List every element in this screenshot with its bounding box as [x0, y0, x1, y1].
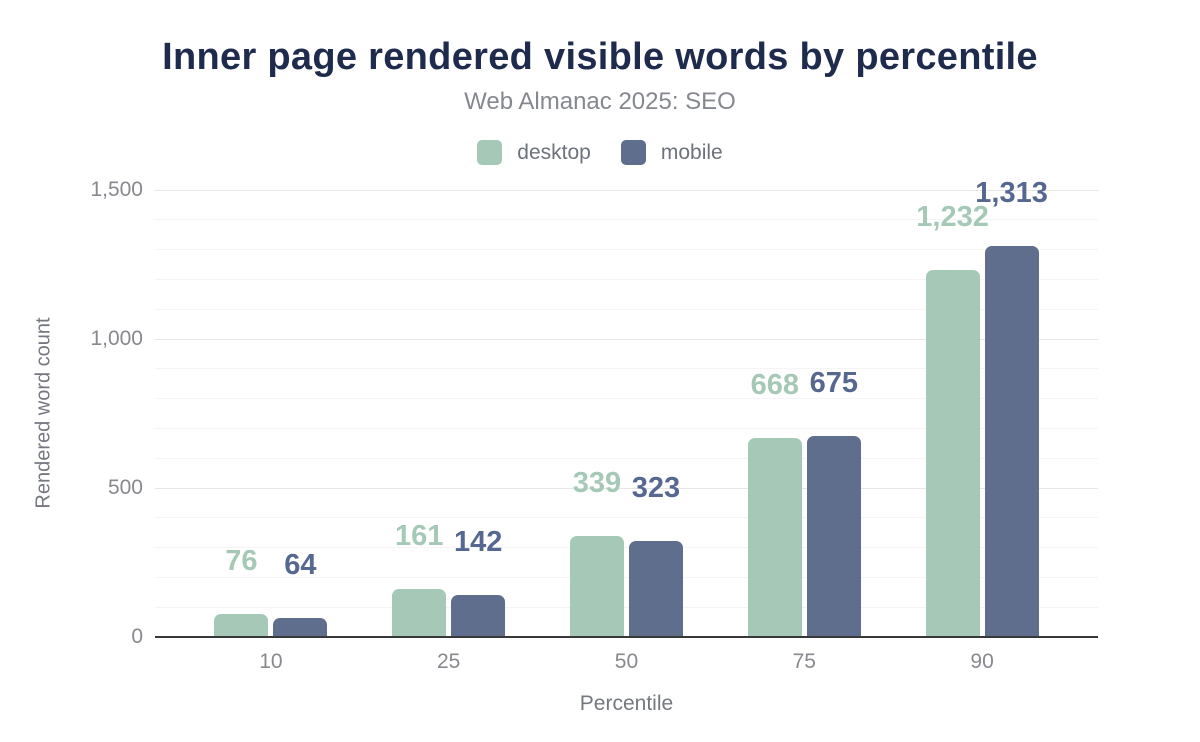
bar-mobile-p90: 1,313 — [975, 177, 1048, 637]
minor-gridline — [155, 606, 1098, 608]
minor-gridline — [155, 457, 1098, 459]
bar-rect-desktop — [214, 614, 269, 637]
x-axis-tick-label: 25 — [437, 650, 461, 673]
bar-value-label-mobile: 323 — [631, 471, 681, 504]
bar-rect-mobile — [984, 245, 1039, 637]
x-axis-title: Percentile — [579, 692, 674, 715]
bar-group-p25: 161 142 25 — [360, 190, 538, 673]
bar-value-label-mobile: 142 — [453, 525, 503, 558]
x-axis-tick-label: 75 — [792, 650, 816, 673]
bar-value-label-desktop: 76 — [225, 545, 258, 578]
chart-subtitle: Web Almanac 2025: SEO — [464, 88, 736, 115]
bar-desktop-p10: 76 — [214, 545, 269, 637]
bar-rect-desktop — [925, 269, 980, 637]
bar-group-p50: 339 323 50 — [538, 190, 716, 673]
y-axis-labels: 0 500 1,000 1,500 — [0, 178, 143, 648]
legend: desktop mobile — [0, 140, 1200, 165]
bar-rect-mobile — [628, 540, 683, 637]
y-axis-tick-label: 500 — [107, 476, 143, 499]
minor-gridline — [155, 398, 1098, 400]
bar-desktop-p75: 668 — [747, 369, 802, 637]
bar-value-label-desktop: 1,232 — [916, 200, 989, 233]
major-gridline — [155, 189, 1098, 191]
x-axis-line — [155, 635, 1098, 638]
legend-item-mobile: mobile — [620, 140, 723, 165]
legend-swatch-desktop — [477, 140, 503, 165]
bar-rect-desktop — [747, 437, 802, 637]
bar-value-label-mobile: 64 — [284, 548, 317, 581]
minor-gridline — [155, 427, 1098, 429]
bar-mobile-p10: 64 — [273, 549, 328, 637]
y-axis-tick-label: 0 — [131, 625, 143, 648]
bar-groups: 76 64 10 161 142 25 339 323 50 668 675 75 1,232 1,313… — [155, 177, 1098, 673]
y-axis-tick-label: 1,000 — [90, 327, 143, 350]
bar-rect-mobile — [273, 617, 328, 637]
minor-gridline — [155, 517, 1098, 519]
y-axis-tick-label: 1,500 — [90, 178, 143, 201]
x-axis-tick-label: 10 — [259, 650, 283, 673]
major-gridline — [155, 487, 1098, 489]
x-axis-tick-label: 90 — [970, 650, 994, 673]
minor-gridline — [155, 308, 1098, 310]
minor-gridline — [155, 219, 1098, 221]
bar-group-p75: 668 675 75 — [715, 190, 893, 673]
bar-group-p90: 1,232 1,313 90 — [893, 177, 1071, 673]
plot-area: 76 64 10 161 142 25 339 323 50 668 675 75 1,232 1,313… — [155, 177, 1098, 673]
bar-desktop-p25: 161 — [392, 520, 447, 637]
x-axis-tick-label: 50 — [614, 650, 639, 673]
bar-mobile-p50: 323 — [628, 472, 683, 637]
bar-group-p10: 76 64 10 — [182, 190, 360, 673]
chart-title: Inner page rendered visible words by per… — [162, 36, 1038, 78]
minor-gridline — [155, 547, 1098, 549]
minor-gridline — [155, 249, 1098, 251]
minor-gridline — [155, 368, 1098, 370]
bar-rect-mobile — [806, 435, 861, 637]
bar-value-label-desktop: 339 — [572, 466, 622, 499]
bar-mobile-p75: 675 — [806, 367, 861, 637]
bar-desktop-p50: 339 — [569, 467, 624, 637]
minor-gridline — [155, 576, 1098, 578]
bar-value-label-desktop: 668 — [750, 368, 799, 401]
legend-label-mobile: mobile — [660, 140, 723, 164]
bar-rect-mobile — [451, 594, 506, 637]
legend-swatch-mobile — [620, 140, 646, 165]
bar-value-label-mobile: 675 — [809, 366, 858, 399]
bar-value-label-desktop: 161 — [394, 520, 444, 553]
legend-item-desktop: desktop — [477, 140, 591, 165]
bar-rect-desktop — [392, 589, 447, 637]
major-gridline — [155, 338, 1098, 340]
bar-desktop-p90: 1,232 — [916, 201, 989, 637]
bar-value-label-mobile: 1,313 — [975, 176, 1048, 209]
minor-gridline — [155, 278, 1098, 280]
legend-label-desktop: desktop — [517, 140, 591, 164]
bar-mobile-p25: 142 — [451, 526, 506, 637]
bar-rect-desktop — [569, 535, 624, 637]
